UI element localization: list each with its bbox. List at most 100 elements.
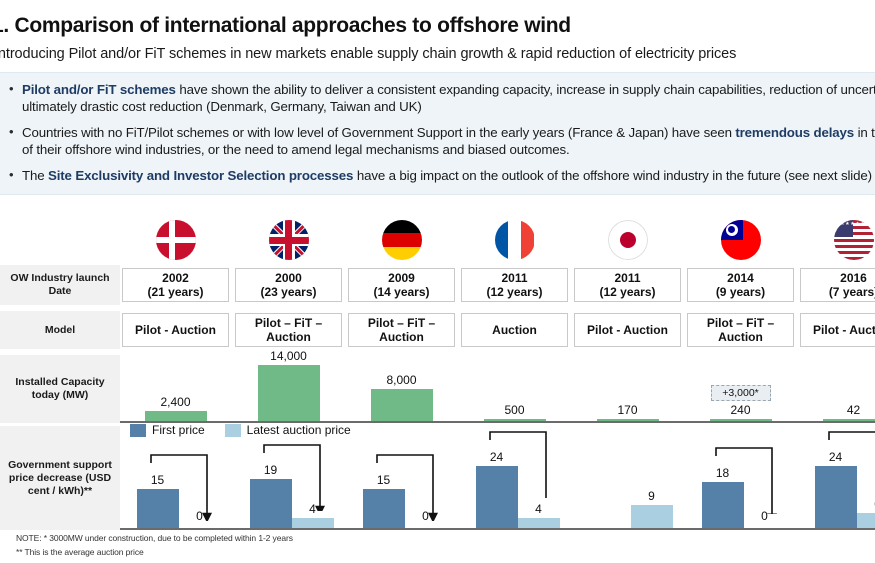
- legend-swatch-first-price: [130, 423, 146, 437]
- bullet-plain: Countries with no FiT/Pilot schemes or w…: [22, 125, 736, 140]
- price-decrease-arrow-icon: [262, 444, 325, 511]
- first-price-value: 18: [715, 465, 730, 480]
- capacity-bar: [822, 418, 875, 421]
- capacity-bar: [257, 365, 320, 421]
- bullet-text-2: Countries with no FiT/Pilot schemes or w…: [22, 125, 875, 157]
- japan-flag-icon: [607, 220, 648, 260]
- bullet-emphasis: tremendous delays: [735, 125, 858, 140]
- capacity-bar-value: 42: [846, 402, 861, 417]
- latest-auction-price-bar: [630, 504, 673, 528]
- first-price-bar: [701, 481, 744, 528]
- launch-date-cell[interactable]: 2009 (14 years): [348, 268, 455, 302]
- bullet-plain: The: [22, 168, 49, 183]
- taiwan-flag-icon: [720, 220, 761, 260]
- germany-flag-icon: [381, 220, 422, 260]
- launch-date-cell[interactable]: 2016 (7 years): [800, 268, 875, 302]
- launch-age: (9 years): [715, 285, 766, 299]
- model-label: Pilot – FiT – Auction: [706, 316, 775, 344]
- bullet-dot-icon: •: [9, 124, 14, 139]
- model-cell[interactable]: Pilot – FiT – Auction: [687, 313, 794, 347]
- capacity-bar: [596, 418, 659, 421]
- first-price-value: 24: [489, 450, 504, 464]
- capacity-bar-value: 500: [504, 402, 525, 417]
- first-price-bar: [814, 466, 857, 528]
- price-decrease-arrow-icon: [375, 454, 438, 522]
- row-label-installed-capacity: Installed Capacity today (MW): [0, 355, 120, 423]
- first-price-value: 15: [150, 473, 165, 488]
- launch-year: 2009: [388, 271, 415, 285]
- capacity-annotation-badge: +3,000*: [710, 385, 771, 401]
- row-label-government-support: Government support price decrease (USD c…: [0, 426, 120, 530]
- first-price-value: 15: [376, 473, 391, 488]
- list-item: • Countries with no FiT/Pilot schemes or…: [0, 124, 875, 158]
- launch-date-cell[interactable]: 2011 (12 years): [461, 268, 568, 302]
- list-item: • Pilot and/or FiT schemes have shown th…: [0, 81, 875, 115]
- bullet-plain: have shown the ability to deliver a cons…: [22, 82, 875, 114]
- launch-year: 2014: [727, 271, 754, 285]
- footnote-1: NOTE: * 3000MW under construction, due t…: [16, 533, 293, 543]
- launch-age: (21 years): [147, 285, 204, 299]
- launch-date-cell[interactable]: 2002 (21 years): [122, 268, 229, 302]
- denmark-flag-icon: [155, 220, 196, 260]
- latest-auction-price-bar: [291, 517, 334, 528]
- launch-year: 2011: [614, 271, 641, 285]
- bullet-dot-icon: •: [9, 81, 14, 96]
- launch-age: (12 years): [486, 285, 543, 299]
- bullet-plain: have a big impact on the outlook of the …: [356, 168, 872, 183]
- capacity-bar: [370, 389, 433, 421]
- price-decrease-arrow-icon: [714, 446, 777, 514]
- first-price-bar: [249, 478, 292, 528]
- launch-year: 2016: [840, 271, 867, 285]
- latest-auction-price-value: 9: [648, 488, 655, 503]
- first-price-value: 24: [828, 450, 843, 464]
- legend-label-latest-auction-price: Latest auction price: [246, 423, 351, 437]
- bullet-text-1: Pilot and/or FiT schemes have shown the …: [22, 82, 875, 114]
- row-label-model: Model: [0, 311, 120, 349]
- first-price-value: 19: [263, 462, 278, 477]
- model-label: Auction: [492, 323, 537, 337]
- launch-year: 2002: [162, 271, 189, 285]
- price-decrease-arrow-icon: [488, 431, 547, 498]
- model-cell[interactable]: Pilot - Auction: [122, 313, 229, 347]
- capacity-bar-value: 240: [730, 402, 751, 417]
- model-label: Pilot - Auction: [135, 323, 216, 337]
- launch-year: 2011: [501, 271, 528, 285]
- launch-date-cell[interactable]: 2011 (12 years): [574, 268, 681, 302]
- first-price-bar: [362, 489, 405, 528]
- capacity-bar-value: 8,000: [386, 373, 417, 387]
- page-subtitle: Introducing Pilot and/or FiT schemes in …: [0, 46, 737, 62]
- model-label: Pilot – FiT – Auction: [367, 316, 436, 344]
- capacity-bar: [483, 418, 546, 421]
- latest-auction-price-value: 4: [535, 501, 542, 516]
- price-decrease-arrow-icon: [149, 454, 212, 522]
- capacity-bar-value: 170: [617, 402, 638, 417]
- united-states-flag-icon: ★★★★★★★★★★★★★★★: [833, 220, 874, 260]
- model-cell[interactable]: Pilot – FiT – Auction: [348, 313, 455, 347]
- legend-label-first-price: First price: [152, 423, 205, 437]
- launch-date-cell[interactable]: 2000 (23 years): [235, 268, 342, 302]
- model-cell[interactable]: Pilot - Auction: [800, 313, 875, 347]
- launch-age: (14 years): [373, 285, 430, 299]
- latest-auction-price-value: 0: [422, 509, 429, 523]
- launch-age: (7 years): [828, 285, 875, 299]
- launch-year: 2000: [275, 271, 302, 285]
- installed-capacity-chart: 2,400 14,000 8,000 500 170 240 42 +3,000*: [120, 347, 875, 423]
- chart-legend: First price Latest auction price: [130, 423, 351, 437]
- latest-auction-price-bar: [856, 512, 875, 528]
- latest-auction-price-value: 0: [196, 509, 203, 523]
- government-support-chart: First price Latest auction price 15 0 19 4 1…: [120, 421, 875, 530]
- launch-date-cell[interactable]: 2014 (9 years): [687, 268, 794, 302]
- capacity-bar: [709, 418, 772, 421]
- model-cell[interactable]: Auction: [461, 313, 568, 347]
- first-price-bar: [136, 489, 179, 528]
- row-label-launch-date: OW Industry launch Date: [0, 265, 120, 305]
- model-cell[interactable]: Pilot – FiT – Auction: [235, 313, 342, 347]
- support-chart-axis: [120, 528, 875, 530]
- latest-auction-price-value: 4: [309, 501, 316, 516]
- model-label: Pilot - Auction: [587, 323, 668, 337]
- model-cell[interactable]: Pilot - Auction: [574, 313, 681, 347]
- bullet-dot-icon: •: [9, 167, 14, 182]
- france-flag-icon: [494, 220, 535, 260]
- bullet-emphasis: Site Exclusivity and Investor Selection …: [48, 168, 357, 183]
